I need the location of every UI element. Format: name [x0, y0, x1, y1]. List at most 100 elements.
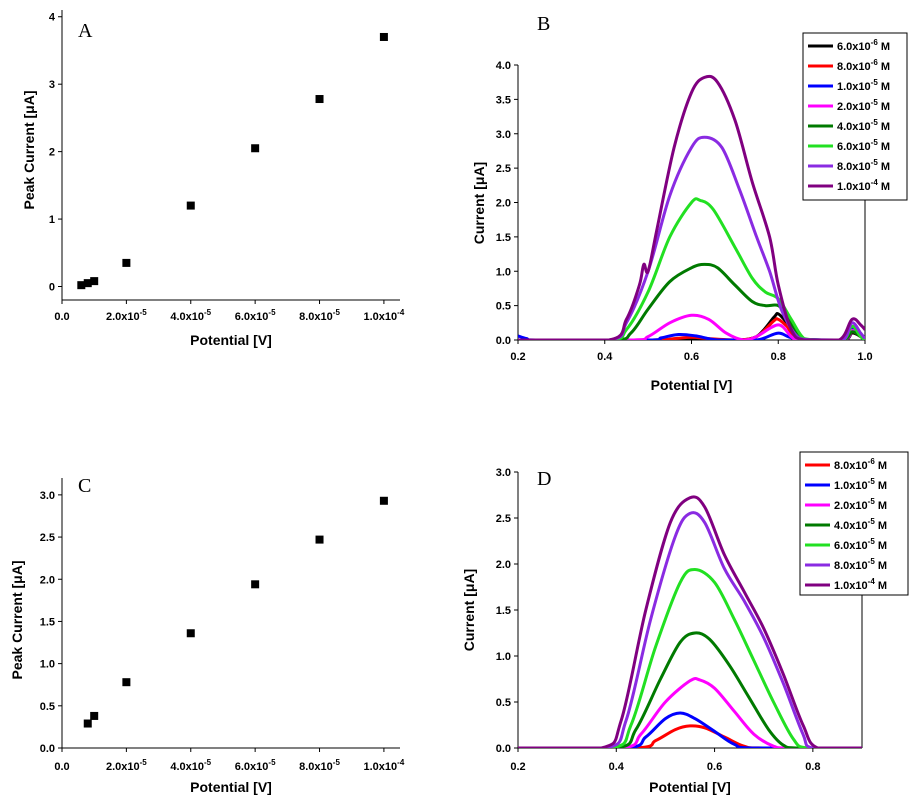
x-tick-label-exponent: -5	[333, 308, 341, 317]
legend-entry-unit: M	[878, 41, 890, 53]
data-point	[379, 496, 388, 505]
legend-entry-unit: M	[878, 181, 890, 193]
x-tick-label: 0.0	[54, 311, 69, 323]
data-point	[122, 678, 131, 687]
x-tick-label: 6.0x10-5	[235, 308, 276, 323]
series-line	[518, 711, 862, 748]
legend-entry-exponent: -6	[868, 457, 876, 466]
x-tick-label: 0.4	[609, 761, 625, 773]
data-point	[379, 32, 388, 41]
chart-panel-c: C0.00.51.01.52.02.53.00.0 2.0x10-5 4.0x10-…	[9, 475, 405, 795]
legend-entry-mantissa: 8.0x10	[837, 61, 871, 73]
data-point	[186, 629, 195, 638]
y-tick-label: 2.0	[40, 574, 55, 586]
legend-entry-mantissa: 6.0x10	[837, 41, 871, 53]
legend-entry: 4.0x10-5 M	[834, 517, 887, 532]
data-point	[315, 535, 324, 544]
legend-entry: 6.0x10-5 M	[837, 138, 890, 153]
legend-entry-exponent: -6	[871, 58, 879, 67]
legend-entry-exponent: -5	[871, 118, 879, 127]
chart-panel-b: B 0.0 0.5 1.0 1.5 2.0 2.5 3.0 3.5 4.0 0.2 0.4 0.6 0.8…	[471, 13, 908, 393]
x-tick-label: 0.8	[805, 761, 820, 773]
y-tick-label: 2.5	[40, 532, 55, 544]
x-tick-label-exponent: -5	[268, 308, 276, 317]
data-point	[251, 580, 260, 589]
legend-entry-exponent: -5	[868, 557, 876, 566]
series-line	[518, 74, 865, 340]
series-line	[518, 262, 865, 340]
y-tick-label: 0.5	[496, 697, 511, 709]
x-tick-label: 8.0x10-5	[299, 308, 340, 323]
x-tick-label: 8.0x10-5	[299, 758, 340, 773]
y-tick-label: 4	[49, 12, 56, 24]
legend-entry: 6.0x10-5 M	[834, 537, 887, 552]
x-tick-label-exponent: -5	[140, 758, 148, 767]
x-tick-label-exponent: -4	[397, 308, 405, 317]
y-tick-label: 1.5	[496, 232, 511, 244]
panel-label: B	[537, 13, 550, 35]
y-tick-label: 2	[49, 147, 55, 159]
y-tick-label: 2.0	[496, 559, 511, 571]
data-point	[122, 258, 131, 267]
legend-entry-mantissa: 8.0x10	[837, 161, 871, 173]
legend-entry-mantissa: 4.0x10	[834, 520, 868, 532]
y-axis-label: Current [μA]	[471, 162, 487, 244]
legend-entry: 8.0x10-5 M	[834, 557, 887, 572]
y-tick-label: 0.5	[40, 701, 55, 713]
legend-entry: 1.0x10-5 M	[834, 477, 887, 492]
legend-entry-unit: M	[878, 101, 890, 113]
legend-entry-exponent: -4	[871, 178, 879, 187]
legend-entry-unit: M	[875, 560, 887, 572]
x-tick-label-mantissa: 1.0x10	[364, 311, 398, 323]
x-axis-label: Potential [V]	[190, 779, 272, 795]
legend-entry-exponent: -4	[868, 577, 876, 586]
series-line	[518, 495, 862, 748]
y-tick-label: 1.5	[496, 605, 511, 617]
y-tick-label: 0	[49, 282, 55, 294]
series-group	[518, 495, 862, 748]
legend-entry-exponent: -5	[871, 138, 879, 147]
x-axis-label: Potential [V]	[651, 377, 733, 393]
data-point	[90, 711, 99, 720]
x-tick-label-exponent: -5	[204, 758, 212, 767]
y-tick-label: 1.0	[496, 651, 511, 663]
x-tick-label-mantissa: 0.0	[54, 761, 69, 773]
data-point	[77, 281, 86, 290]
x-tick-label: 1.0	[857, 351, 872, 363]
data-point	[83, 719, 92, 728]
legend-entry-exponent: -5	[871, 78, 879, 87]
y-tick-label: 2.5	[496, 163, 511, 175]
y-tick-label: 0.0	[496, 743, 511, 755]
x-tick-label-mantissa: 8.0x10	[299, 311, 333, 323]
legend-entry: 8.0x10-5 M	[837, 158, 890, 173]
x-tick-label-mantissa: 8.0x10	[299, 761, 333, 773]
panel-label: C	[78, 475, 91, 497]
x-tick-label: 0.6	[707, 761, 722, 773]
data-point	[90, 277, 99, 286]
x-tick-label-mantissa: 6.0x10	[235, 761, 269, 773]
chart-panel-d: D 0.0 0.5 1.0 1.5 2.0 2.5 3.0 0.2 0.4 0.6 0.8 Potent…	[461, 451, 909, 795]
y-tick-label: 3.0	[496, 467, 511, 479]
y-tick-label: 2.0	[496, 198, 511, 210]
y-tick-label: 0.0	[40, 743, 55, 755]
x-tick-label: 1.0x10-4	[364, 758, 405, 773]
x-tick-label-mantissa: 0.0	[54, 311, 69, 323]
x-tick-label-exponent: -5	[333, 758, 341, 767]
legend-entry: 4.0x10-5 M	[837, 118, 890, 133]
legend-entry-unit: M	[878, 121, 890, 133]
legend-entry: 1.0x10-5 M	[837, 78, 890, 93]
x-tick-label-mantissa: 4.0x10	[170, 311, 204, 323]
legend-entry-unit: M	[875, 460, 887, 472]
series-line	[518, 568, 862, 748]
legend: 8.0x10-6 M1.0x10-5 M2.0x10-5 M4.0x10-5 M…	[799, 451, 909, 596]
x-tick-label: 4.0x10-5	[170, 308, 211, 323]
legend-entry-mantissa: 6.0x10	[837, 141, 871, 153]
x-tick-label-exponent: -4	[397, 758, 405, 767]
legend: 6.0x10-6 M8.0x10-6 M1.0x10-5 M2.0x10-5 M…	[802, 32, 908, 201]
series-line	[518, 197, 865, 340]
legend-entry-exponent: -5	[871, 98, 879, 107]
x-tick-label: 0.6	[684, 351, 699, 363]
x-tick-label: 0.4	[597, 351, 613, 363]
